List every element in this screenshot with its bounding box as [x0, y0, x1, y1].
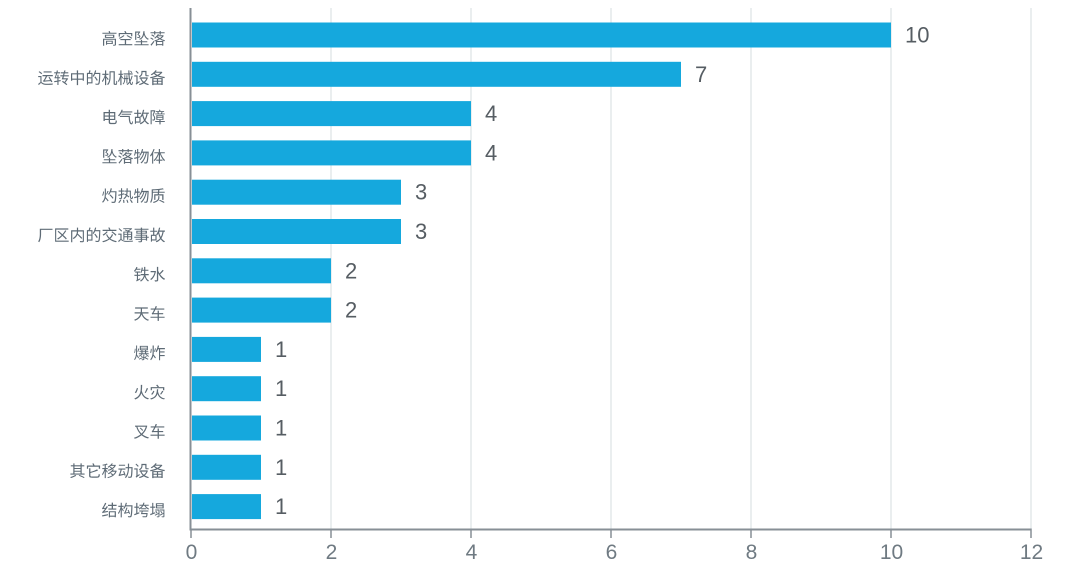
- svg-text:2: 2: [326, 541, 338, 564]
- svg-text:1: 1: [275, 376, 287, 401]
- svg-text:6: 6: [606, 541, 618, 564]
- svg-text:2: 2: [345, 258, 357, 283]
- svg-text:3: 3: [415, 219, 427, 244]
- svg-text:8: 8: [746, 541, 758, 564]
- svg-text:3: 3: [415, 180, 427, 205]
- svg-text:4: 4: [485, 140, 497, 165]
- svg-text:4: 4: [466, 541, 478, 564]
- svg-text:1: 1: [275, 455, 287, 480]
- svg-text:1: 1: [275, 337, 287, 362]
- svg-text:12: 12: [1020, 541, 1043, 564]
- svg-text:7: 7: [695, 62, 707, 87]
- svg-text:0: 0: [186, 541, 198, 564]
- svg-text:1: 1: [275, 416, 287, 441]
- svg-text:2: 2: [345, 298, 357, 323]
- svg-text:1: 1: [275, 494, 287, 519]
- svg-text:10: 10: [905, 23, 929, 48]
- svg-text:10: 10: [880, 541, 903, 564]
- svg-text:4: 4: [485, 101, 497, 126]
